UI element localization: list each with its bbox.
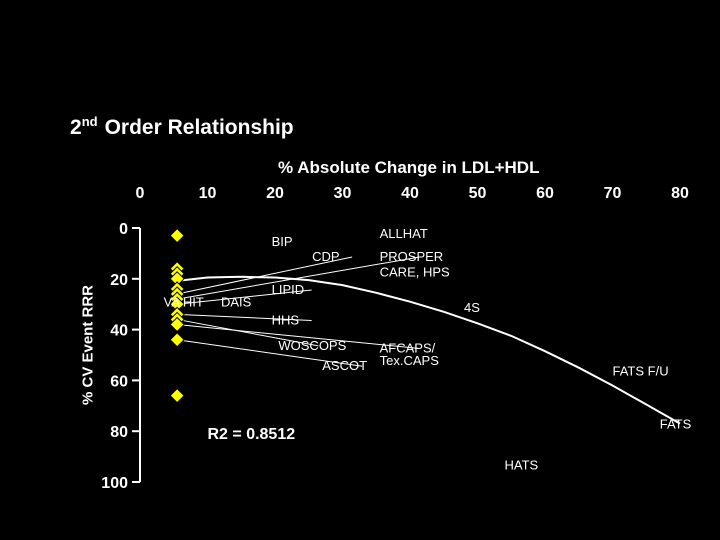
- leader-line: [177, 289, 312, 305]
- y-tick-label: 40: [110, 323, 128, 340]
- leader-line: [177, 313, 312, 322]
- study-label: ALLHAT: [380, 226, 428, 241]
- study-label: DAIS: [221, 295, 252, 310]
- x-tick-label: 60: [536, 185, 554, 202]
- x-tick-label: 30: [334, 185, 352, 202]
- title-ordinal-suffix: nd: [81, 114, 98, 129]
- leader-line: [177, 256, 353, 295]
- x-tick-label: 0: [136, 185, 145, 202]
- study-label: PROSPER: [380, 249, 444, 264]
- study-label: Tex.CAPS: [380, 353, 440, 368]
- y-tick-label: 0: [119, 221, 128, 238]
- data-point: [169, 316, 185, 333]
- leader-line: [177, 339, 363, 367]
- title-ordinal: 2: [70, 116, 82, 139]
- data-point: [169, 332, 185, 348]
- leader-line: [177, 324, 420, 349]
- leader-line: [177, 256, 420, 300]
- data-point: [169, 227, 185, 244]
- r-squared-label: R2 = 0.8512: [208, 426, 296, 443]
- study-label: FATS F/U: [613, 363, 669, 378]
- y-tick-label: 100: [101, 475, 128, 492]
- x-tick-label: 40: [401, 185, 419, 202]
- x-tick-label: 80: [671, 185, 689, 202]
- title-rest: Order Relationship: [104, 116, 294, 139]
- slide-title: 2nd Order Relationship: [70, 114, 294, 140]
- study-label: VA HIT: [164, 295, 204, 310]
- y-tick-label: 60: [110, 373, 128, 390]
- study-label: FATS: [660, 417, 692, 432]
- x-tick-label: 10: [199, 185, 217, 202]
- y-tick-label: 80: [110, 424, 128, 441]
- x-tick-label: 70: [604, 185, 622, 202]
- study-label: WOSCOPS: [278, 338, 346, 353]
- study-label: HATS: [505, 457, 539, 472]
- study-label: CARE, HPS: [380, 264, 450, 279]
- study-label: BIP: [272, 234, 293, 249]
- x-tick-label: 50: [469, 185, 487, 202]
- leader-line: [177, 318, 319, 347]
- data-point: [169, 387, 185, 404]
- study-label: ASCOT: [322, 358, 367, 373]
- y-tick-label: 20: [110, 272, 128, 289]
- study-label: LIPID: [272, 282, 305, 297]
- study-label: HHS: [272, 313, 300, 328]
- study-label: AFCAPS/: [380, 340, 436, 355]
- study-label: 4S: [464, 300, 480, 315]
- x-tick-label: 20: [266, 185, 284, 202]
- study-label: CDP: [312, 249, 339, 264]
- x-axis-label: % Absolute Change in LDL+HDL: [278, 158, 540, 177]
